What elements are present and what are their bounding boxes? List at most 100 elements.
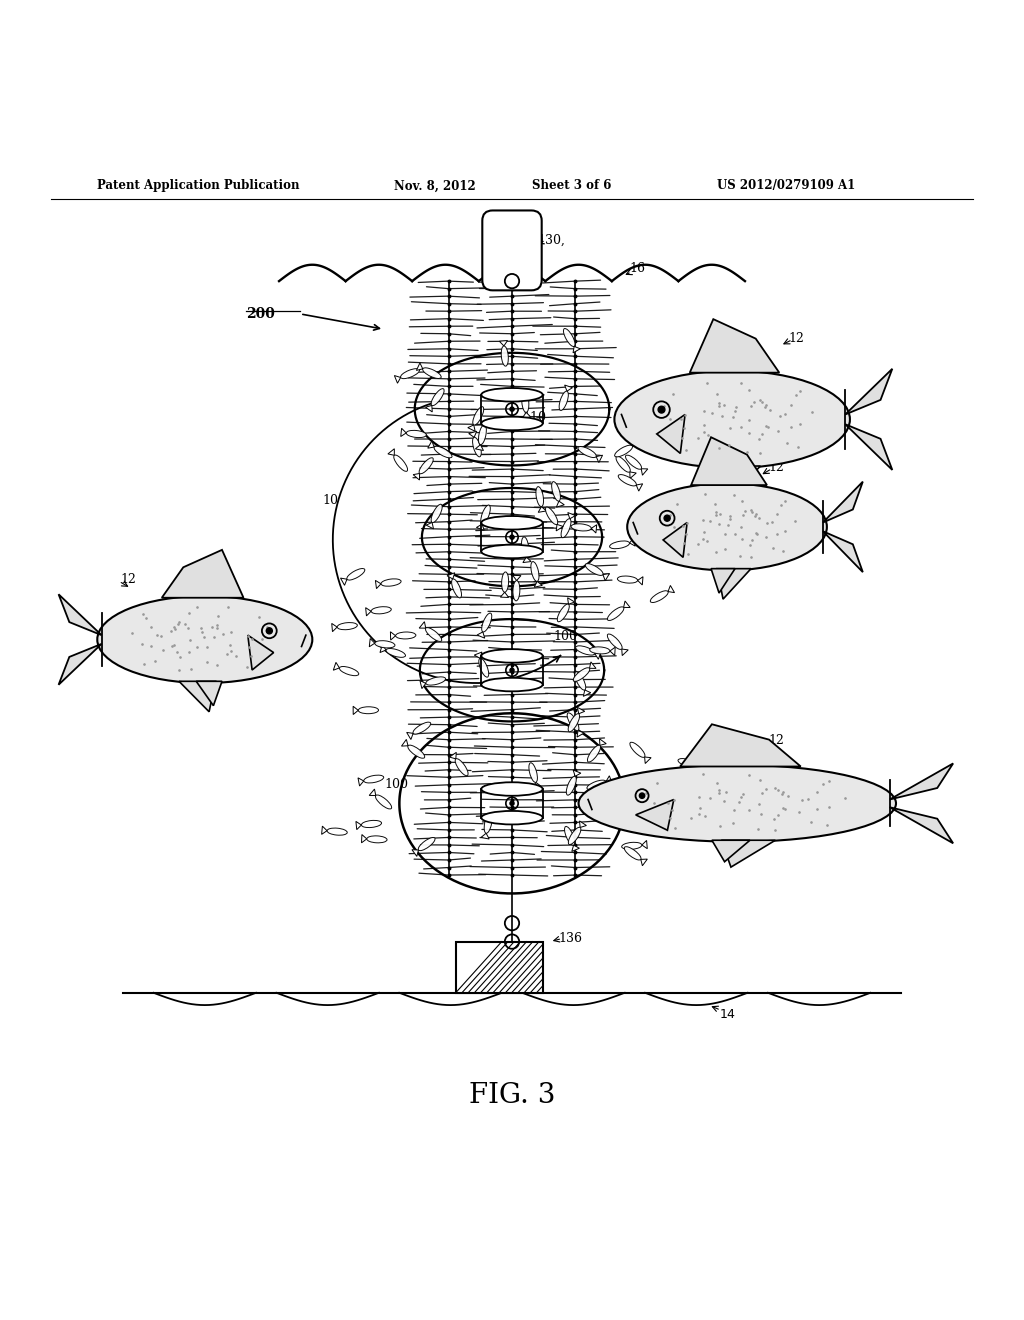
Ellipse shape — [568, 828, 581, 845]
Polygon shape — [610, 647, 615, 656]
Ellipse shape — [481, 649, 543, 663]
Polygon shape — [535, 581, 543, 587]
Polygon shape — [412, 850, 419, 857]
Polygon shape — [580, 821, 587, 828]
Polygon shape — [641, 859, 647, 866]
Ellipse shape — [607, 607, 624, 620]
Polygon shape — [603, 574, 609, 581]
Polygon shape — [636, 800, 674, 830]
Circle shape — [658, 407, 665, 413]
Polygon shape — [656, 414, 685, 453]
Polygon shape — [680, 725, 801, 767]
Polygon shape — [636, 483, 643, 491]
Polygon shape — [334, 663, 339, 671]
Ellipse shape — [622, 842, 642, 850]
Ellipse shape — [375, 640, 395, 648]
Polygon shape — [595, 651, 601, 659]
Ellipse shape — [473, 407, 483, 425]
Polygon shape — [591, 525, 597, 533]
Ellipse shape — [588, 744, 600, 762]
FancyBboxPatch shape — [482, 210, 542, 290]
Ellipse shape — [426, 677, 445, 685]
Ellipse shape — [571, 524, 591, 531]
Circle shape — [266, 628, 272, 634]
Polygon shape — [332, 623, 337, 632]
Polygon shape — [663, 425, 669, 433]
Ellipse shape — [522, 392, 528, 412]
Polygon shape — [630, 473, 636, 478]
Polygon shape — [577, 731, 584, 737]
Polygon shape — [711, 569, 735, 593]
Ellipse shape — [481, 783, 543, 796]
Ellipse shape — [625, 846, 641, 861]
Polygon shape — [469, 432, 477, 437]
Polygon shape — [366, 607, 371, 616]
Ellipse shape — [367, 836, 387, 843]
Ellipse shape — [630, 742, 645, 758]
Polygon shape — [823, 531, 863, 572]
Polygon shape — [845, 424, 892, 470]
Polygon shape — [823, 482, 863, 523]
Ellipse shape — [563, 329, 575, 347]
Polygon shape — [522, 412, 530, 418]
Text: 12: 12 — [121, 573, 137, 586]
Polygon shape — [513, 576, 521, 581]
Ellipse shape — [361, 821, 382, 828]
Polygon shape — [380, 644, 386, 652]
Polygon shape — [624, 601, 630, 607]
Ellipse shape — [452, 579, 462, 598]
Ellipse shape — [337, 623, 357, 630]
Ellipse shape — [587, 780, 606, 789]
Polygon shape — [388, 449, 394, 455]
Text: 12: 12 — [768, 734, 784, 747]
Polygon shape — [500, 341, 508, 346]
Polygon shape — [633, 440, 639, 447]
Polygon shape — [606, 776, 612, 784]
Polygon shape — [370, 789, 376, 796]
Polygon shape — [248, 635, 273, 671]
Ellipse shape — [481, 545, 543, 558]
Polygon shape — [474, 652, 482, 659]
Polygon shape — [721, 466, 761, 500]
Polygon shape — [477, 632, 484, 638]
Polygon shape — [714, 466, 741, 494]
Text: Sheet 3 of 6: Sheet 3 of 6 — [532, 180, 612, 193]
Text: 100: 100 — [623, 412, 646, 425]
Ellipse shape — [481, 516, 543, 529]
Polygon shape — [571, 845, 580, 851]
Polygon shape — [353, 706, 358, 714]
Polygon shape — [428, 441, 434, 449]
Polygon shape — [179, 681, 216, 711]
Ellipse shape — [536, 487, 544, 507]
Ellipse shape — [473, 437, 481, 457]
Polygon shape — [649, 793, 655, 801]
Polygon shape — [690, 319, 779, 372]
Text: FIG. 3: FIG. 3 — [469, 1081, 555, 1109]
Text: 110: 110 — [522, 411, 546, 424]
Ellipse shape — [529, 763, 538, 783]
Text: 12: 12 — [768, 461, 784, 474]
Ellipse shape — [431, 504, 442, 523]
Ellipse shape — [614, 445, 633, 457]
Ellipse shape — [521, 537, 528, 557]
Ellipse shape — [419, 458, 433, 474]
Polygon shape — [630, 539, 635, 546]
Polygon shape — [567, 512, 575, 519]
Ellipse shape — [327, 828, 347, 836]
Ellipse shape — [431, 388, 444, 405]
Polygon shape — [390, 632, 395, 640]
Polygon shape — [58, 644, 101, 685]
Polygon shape — [578, 708, 585, 714]
Polygon shape — [638, 577, 643, 585]
Ellipse shape — [376, 795, 391, 809]
Ellipse shape — [559, 391, 568, 411]
Polygon shape — [664, 523, 687, 557]
Ellipse shape — [347, 569, 365, 579]
Polygon shape — [426, 405, 432, 412]
Text: 130,: 130, — [538, 234, 565, 247]
Polygon shape — [358, 777, 364, 785]
Polygon shape — [501, 593, 509, 598]
Polygon shape — [845, 368, 892, 414]
Polygon shape — [573, 346, 581, 352]
Ellipse shape — [566, 776, 577, 795]
